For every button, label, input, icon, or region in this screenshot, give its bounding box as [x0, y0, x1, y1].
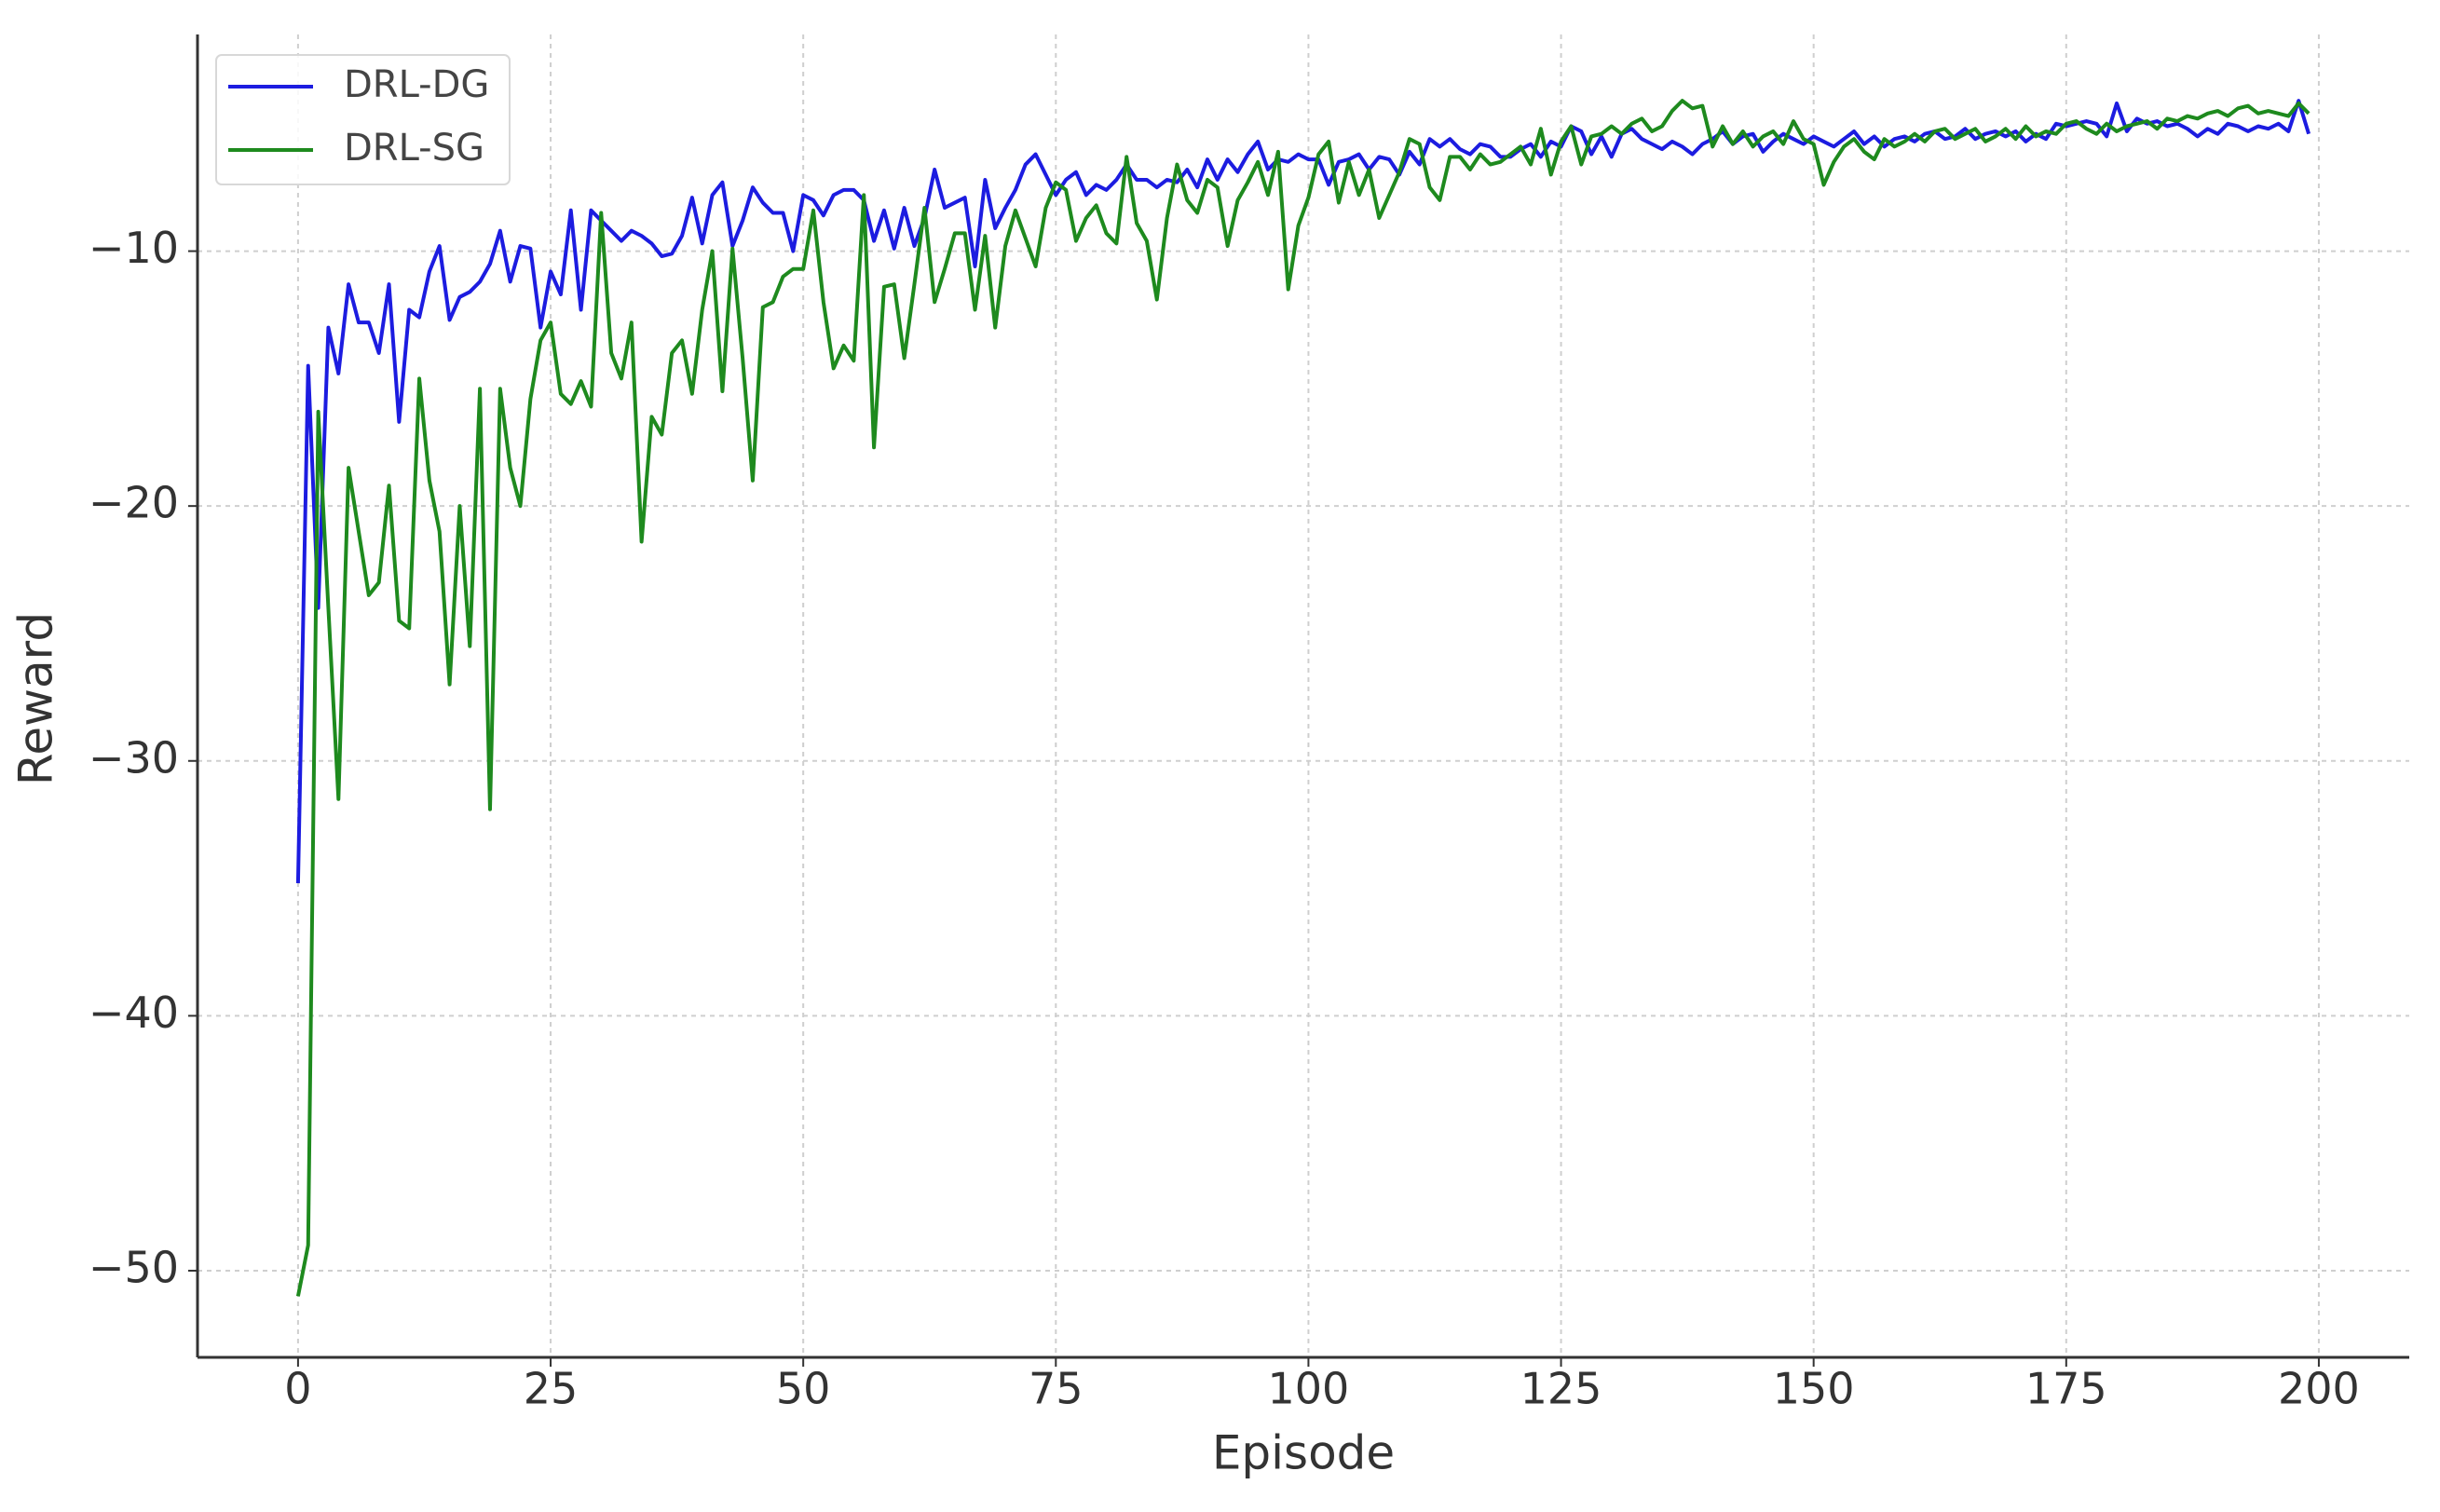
y-tick-label: −20: [89, 478, 179, 528]
x-tick-label: 50: [776, 1364, 831, 1414]
x-tick-label: 25: [524, 1364, 579, 1414]
y-tick-label: −40: [89, 988, 179, 1038]
x-tick-label: 100: [1268, 1364, 1350, 1414]
legend: DRL-DG DRL-SG: [215, 54, 511, 185]
y-tick-label: −50: [89, 1242, 179, 1292]
y-axis-label: Reward: [9, 612, 63, 785]
x-tick-label: 0: [284, 1364, 311, 1414]
x-axis-label: Episode: [1212, 1426, 1395, 1480]
plot-lines: [295, 99, 2311, 1297]
y-tick-label: −10: [89, 223, 179, 273]
grid: [198, 34, 2409, 1357]
x-tick-label: 150: [1773, 1364, 1855, 1414]
legend-label: DRL-SG: [344, 127, 484, 170]
x-tick-label: 75: [1029, 1364, 1084, 1414]
x-tick-label: 200: [2278, 1364, 2360, 1414]
legend-label: DRL-DG: [344, 63, 489, 106]
series-line: [295, 99, 2311, 884]
x-tick-label: 125: [1520, 1364, 1602, 1414]
axes: [188, 34, 2409, 1367]
x-tick-label: 175: [2025, 1364, 2107, 1414]
series-line: [295, 99, 2311, 1297]
y-tick-label: −30: [89, 732, 179, 783]
